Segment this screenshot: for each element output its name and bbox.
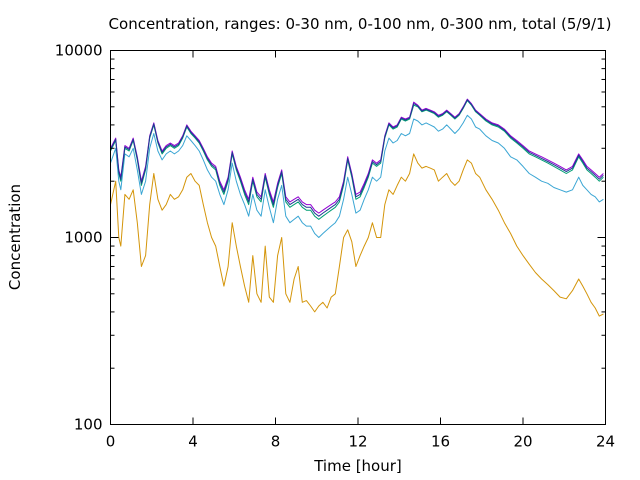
- x-tick-label: 0: [106, 433, 116, 451]
- x-tick-label: 16: [431, 433, 450, 451]
- x-tick-label: 12: [348, 433, 367, 451]
- ticks-layer: 0 4 8 12 16 20 24 100 1000 10000: [55, 42, 615, 451]
- plot-frame: [110, 50, 606, 425]
- y-tick-label: 1000: [64, 229, 102, 247]
- series-line-5: [110, 99, 604, 217]
- series-layer: [110, 98, 604, 317]
- series-line-2: [110, 114, 604, 238]
- x-tick-label: 8: [271, 433, 281, 451]
- x-tick-label: 4: [188, 433, 198, 451]
- y-tick-label: 10000: [55, 42, 103, 60]
- x-axis-label: Time [hour]: [313, 457, 402, 475]
- x-tick-label: 24: [596, 433, 615, 451]
- chart-title: Concentration, ranges: 0-30 nm, 0-100 nm…: [109, 15, 612, 33]
- series-line-1: [110, 153, 604, 317]
- y-axis-label: Concentration: [6, 184, 24, 290]
- series-line-3: [110, 100, 604, 220]
- x-tick-label: 20: [513, 433, 532, 451]
- y-tick-label: 100: [74, 416, 103, 434]
